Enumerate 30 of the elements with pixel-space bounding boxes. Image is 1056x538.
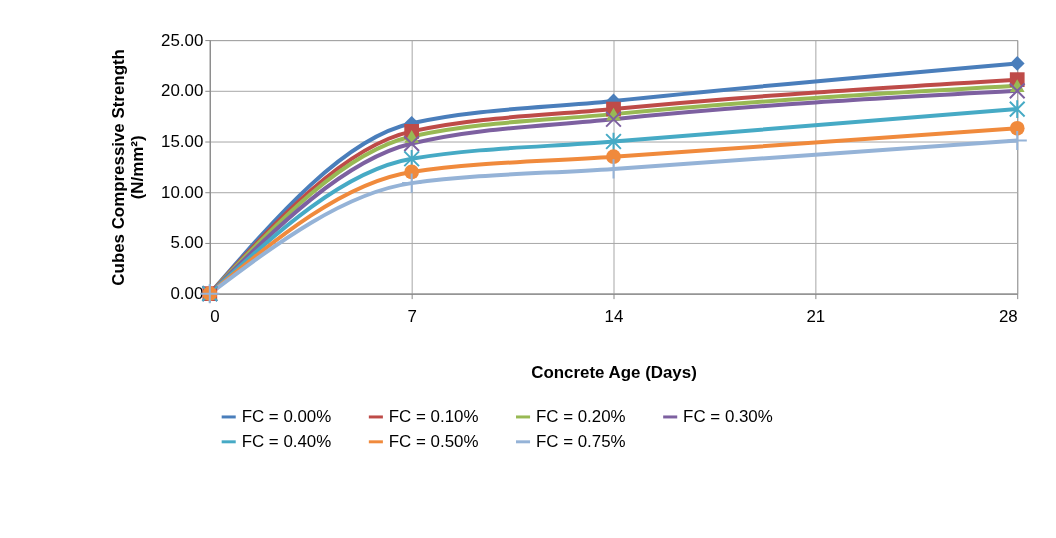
- legend-label: FC = 0.00%: [241, 406, 332, 426]
- point: [1008, 99, 1026, 119]
- legend-label: FC = 0.20%: [535, 406, 626, 426]
- x-tick-label: 7: [407, 306, 417, 326]
- x-tick-label: 14: [604, 306, 624, 326]
- x-tick-label: 28: [998, 306, 1018, 326]
- point: [1009, 56, 1025, 71]
- point: [606, 149, 621, 165]
- legend-label: FC = 0.50%: [388, 431, 479, 451]
- x-axis-title: Concrete Age (Days): [531, 362, 697, 382]
- point: [404, 164, 420, 180]
- point: [605, 110, 622, 128]
- point: [1009, 120, 1025, 136]
- point: [403, 135, 421, 152]
- y-tick-label: 15.00: [161, 131, 204, 151]
- y-axis-title: Cubes Compressive Strength (N/mm²): [109, 49, 148, 286]
- point: [403, 148, 421, 169]
- y-tick-label: 25.00: [161, 30, 204, 50]
- y-tick-label: 5.00: [170, 233, 204, 253]
- legend-label: FC = 0.75%: [535, 431, 626, 451]
- x-tick-label: 0: [210, 306, 220, 326]
- point: [1008, 82, 1026, 100]
- legend-label: FC = 0.30%: [683, 406, 773, 426]
- legend-label: FC = 0.40%: [241, 431, 332, 451]
- y-tick-label: 10.00: [161, 182, 204, 202]
- legend-label: FC = 0.10%: [388, 406, 479, 426]
- y-tick-label: 0.00: [170, 284, 204, 304]
- x-tick-label: 21: [806, 306, 826, 326]
- y-tick-label: 20.00: [161, 81, 204, 101]
- point: [605, 131, 622, 152]
